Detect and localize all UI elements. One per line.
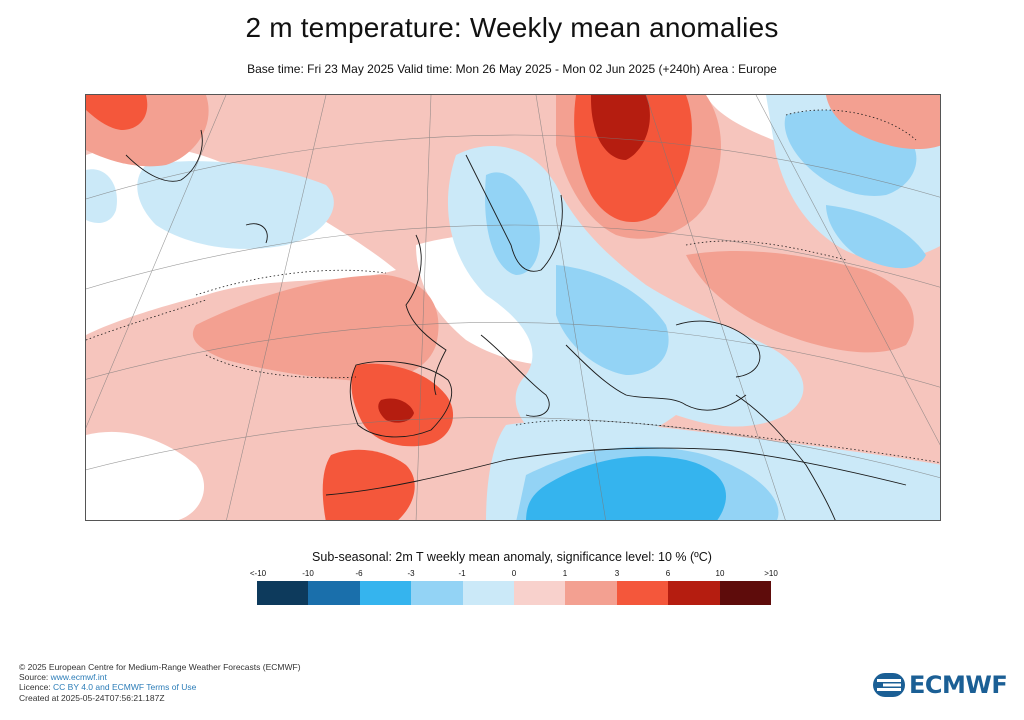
extreme-warm-anomaly-russia <box>591 95 650 160</box>
legend-swatch <box>668 581 720 605</box>
licence-link[interactable]: CC BY 4.0 and ECMWF Terms of Use <box>53 682 197 693</box>
legend-swatch <box>257 581 309 605</box>
licence-line: Licence: CC BY 4.0 and ECMWF Terms of Us… <box>19 682 301 692</box>
cool-anomaly-north-atlantic <box>137 161 334 249</box>
licence-label: Licence: <box>19 682 54 693</box>
legend-tick: 1 <box>562 569 568 578</box>
legend-tick: -10 <box>302 569 314 578</box>
blue-anomaly-eastern-europe <box>556 265 669 375</box>
footer-credits: © 2025 European Centre for Medium-Range … <box>19 662 301 703</box>
blue-anomaly-central-asia <box>826 205 926 269</box>
legend-tick: -6 <box>355 569 363 578</box>
legend-swatch <box>565 581 617 605</box>
legend-title: Sub-seasonal: 2m T weekly mean anomaly, … <box>312 550 712 564</box>
strong-warm-anomaly-morocco <box>322 449 415 520</box>
legend-tick: 3 <box>614 569 620 578</box>
ecmwf-logo-icon <box>873 673 905 697</box>
legend-swatch <box>514 581 566 605</box>
legend-swatch <box>411 581 463 605</box>
anomaly-map <box>85 94 941 521</box>
warm-anomaly-atlantic <box>192 275 439 382</box>
source-link[interactable]: www.ecmwf.int <box>50 672 107 683</box>
legend-tick: <-10 <box>249 569 267 578</box>
legend-swatch <box>616 581 669 605</box>
strong-warm-anomaly-greenland <box>86 95 148 130</box>
legend-tick: 6 <box>665 569 671 578</box>
coastlines <box>125 129 907 520</box>
anomaly-map-svg <box>86 95 940 520</box>
warm-anomaly-arctic-east <box>826 95 940 150</box>
neutral-zone-southwest <box>86 431 205 520</box>
created-timestamp: Created at 2025-05-24T07:56:21.187Z <box>19 692 165 703</box>
strong-blue-anomaly-sahara <box>526 456 726 520</box>
legend-colorbar <box>257 581 772 605</box>
ecmwf-logo: ECMWF <box>873 670 1008 700</box>
legend-swatch <box>462 581 515 605</box>
legend-swatch <box>308 581 360 605</box>
legend-swatch <box>359 581 412 605</box>
warm-anomaly-caspian <box>686 250 914 353</box>
chart-title: 2 m temperature: Weekly mean anomalies <box>245 12 779 43</box>
chart-subtitle: Base time: Fri 23 May 2025 Valid time: M… <box>247 62 777 76</box>
extreme-warm-anomaly-spain <box>378 398 414 423</box>
legend-tick: -3 <box>407 569 415 578</box>
legend-tick: 0 <box>511 569 517 578</box>
blue-anomaly-scandinavia <box>485 172 540 275</box>
copyright-text: © 2025 European Centre for Medium-Range … <box>19 662 301 672</box>
legend-tick: >10 <box>764 569 778 578</box>
source-label: Source: <box>19 672 51 683</box>
source-line: Source: www.ecmwf.int <box>19 672 301 682</box>
graticule <box>86 95 940 520</box>
ecmwf-logo-text: ECMWF <box>909 671 1008 699</box>
legend-tick: -1 <box>458 569 466 578</box>
legend-swatch <box>719 581 772 605</box>
significance-contours <box>86 109 940 464</box>
cool-anomaly-west-edge <box>86 169 117 223</box>
legend-tick: 10 <box>715 569 725 578</box>
legend-ticks: <-10 -10 -6 -3 -1 0 1 3 6 10 >10 <box>0 569 1024 581</box>
